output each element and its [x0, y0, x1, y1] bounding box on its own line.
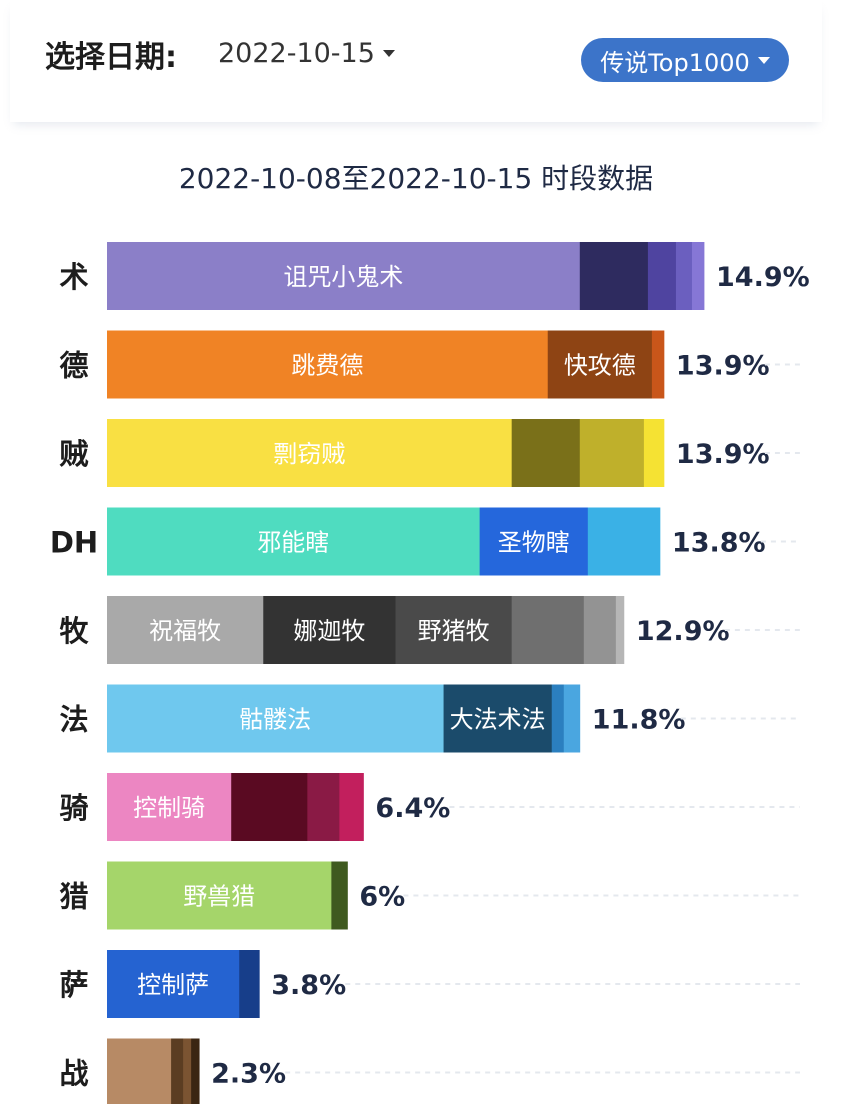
bar-segment: [107, 330, 549, 399]
total-percent-label: 6%: [359, 882, 405, 913]
bar-segment: [239, 950, 260, 1018]
bar-segment: [263, 596, 396, 664]
bar-segment: [107, 596, 264, 664]
bar-segment: [395, 596, 513, 664]
category-label: 术: [59, 260, 88, 294]
bar-segment: [183, 1038, 192, 1104]
bar-segment: [579, 419, 645, 487]
rank-filter-label: 传说Top1000: [600, 48, 750, 77]
category-label: DH: [50, 526, 98, 560]
chevron-down-icon: [382, 50, 395, 57]
bar-segment: [107, 1038, 172, 1104]
bar-segment: [107, 773, 232, 841]
bar-segment: [107, 419, 513, 487]
bar-segment: [191, 1038, 200, 1104]
total-percent-label: 14.9%: [716, 262, 810, 293]
segment-label: 控制骑: [133, 794, 205, 822]
segment-label: 邪能瞎: [257, 529, 329, 557]
total-percent-label: 13.9%: [676, 439, 770, 470]
bar-segment: [563, 684, 581, 753]
total-percent-label: 3.8%: [271, 970, 346, 1001]
segment-label: 跳费德: [291, 352, 363, 380]
date-value: 2022-10-15: [218, 38, 375, 69]
total-percent-label: 13.8%: [672, 528, 766, 559]
date-label: 选择日期:: [45, 40, 177, 75]
category-label: 牧: [59, 614, 89, 648]
bar-segment: [511, 596, 585, 664]
bar-segment: [651, 330, 665, 399]
total-percent-label: 12.9%: [636, 616, 730, 647]
segment-label: 娜迦牧: [293, 617, 365, 645]
segment-label: 骷髅法: [239, 706, 311, 734]
bar-segment: [107, 507, 481, 576]
category-label: 萨: [59, 968, 88, 1002]
segment-label: 圣物瞎: [498, 529, 570, 557]
chevron-down-icon: [757, 56, 770, 64]
bar-segment: [107, 861, 332, 930]
chart-title: 2022-10-08至2022-10-15 时段数据: [178, 162, 654, 195]
bar-segment: [479, 507, 589, 576]
segment-label: 快攻德: [564, 352, 636, 380]
total-percent-label: 2.3%: [211, 1059, 286, 1090]
total-percent-label: 6.4%: [375, 793, 450, 824]
bar-segment: [171, 1038, 184, 1104]
category-label: 猎: [59, 880, 88, 914]
segment-label: 祝福牧: [149, 617, 221, 645]
bar-segment: [547, 330, 653, 399]
total-percent-label: 13.9%: [676, 351, 770, 382]
bar-segment: [675, 242, 693, 310]
bar-segment: [443, 684, 553, 753]
segment-label: 大法术法: [450, 706, 546, 734]
segment-label: 诅咒小鬼术: [283, 263, 403, 291]
segment-label: 野猪牧: [418, 617, 490, 645]
bar-segment: [107, 242, 581, 310]
bar-segment: [643, 419, 665, 487]
category-label: 法: [59, 703, 88, 737]
category-label: 贼: [59, 437, 88, 471]
date-select[interactable]: 2022-10-15: [218, 38, 395, 69]
bar-segment: [583, 596, 617, 664]
bar-segment: [579, 242, 649, 310]
total-percent-label: 11.8%: [592, 705, 686, 736]
segment-label: 野兽猎: [183, 883, 255, 911]
bar-segment: [107, 684, 444, 753]
bar-segment: [587, 507, 661, 576]
bar-segment: [511, 419, 581, 487]
bar-segment: [551, 684, 565, 753]
category-label: 战: [59, 1057, 88, 1091]
bar-segment: [231, 773, 308, 841]
segment-label: 剽窃贼: [273, 440, 345, 468]
bar-segment: [691, 242, 705, 310]
rank-filter-dropdown[interactable]: 传说Top1000: [581, 38, 789, 82]
category-label: 骑: [59, 791, 88, 825]
bar-segment: [307, 773, 340, 841]
bar-segment: [339, 773, 364, 841]
segment-label: 控制萨: [137, 971, 209, 999]
category-label: 德: [59, 349, 88, 383]
bar-segment: [615, 596, 625, 664]
bar-segment: [107, 950, 240, 1018]
bar-segment: [647, 242, 677, 310]
bar-segment: [331, 861, 348, 930]
